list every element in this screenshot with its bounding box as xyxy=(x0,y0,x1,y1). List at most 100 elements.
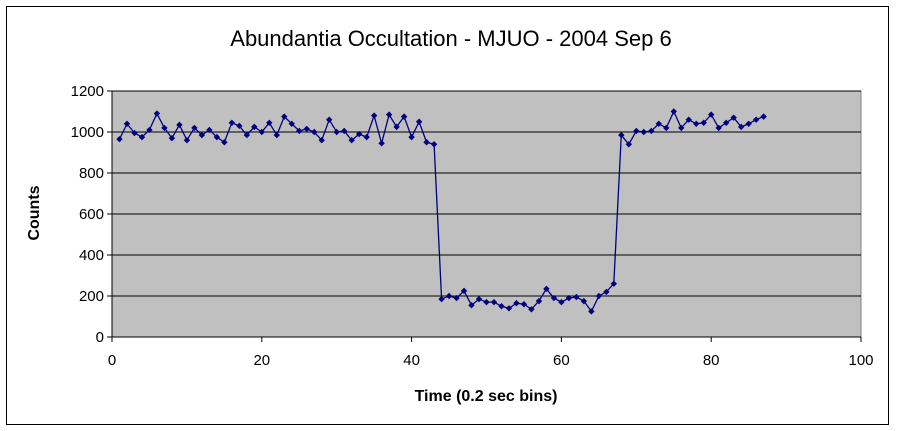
data-point xyxy=(558,298,565,306)
data-point xyxy=(281,113,288,120)
data-point xyxy=(221,139,228,146)
data-point xyxy=(520,301,528,308)
data-point xyxy=(588,308,595,315)
data-point xyxy=(580,297,588,305)
chart-title: Abundantia Occultation - MJUO - 2004 Sep… xyxy=(230,26,671,51)
data-point xyxy=(168,134,176,142)
data-point xyxy=(453,294,460,302)
data-point xyxy=(483,298,490,306)
data-point xyxy=(355,130,363,138)
data-point xyxy=(333,128,340,136)
data-point xyxy=(565,294,573,302)
data-point xyxy=(430,141,438,148)
x-tick-label: 80 xyxy=(703,352,720,369)
data-point xyxy=(408,133,415,141)
data-point xyxy=(648,127,655,135)
data-point xyxy=(161,124,168,132)
data-point xyxy=(385,111,393,118)
data-point xyxy=(116,135,123,143)
data-point xyxy=(663,124,670,132)
y-tick-label: 200 xyxy=(79,288,104,305)
data-point xyxy=(505,305,513,312)
data-point xyxy=(700,119,707,126)
x-tick-label: 100 xyxy=(848,352,873,369)
x-axis-title: Time (0.2 sec bins) xyxy=(415,388,558,405)
data-point xyxy=(191,124,198,132)
data-point xyxy=(468,302,475,309)
y-tick-label: 1000 xyxy=(71,124,104,141)
y-tick-label: 400 xyxy=(79,247,104,264)
data-point xyxy=(715,124,722,132)
data-point xyxy=(236,122,243,130)
data-point xyxy=(475,295,483,303)
data-point xyxy=(138,133,146,141)
data-point xyxy=(415,118,423,125)
data-point xyxy=(340,127,348,135)
data-point xyxy=(618,131,625,139)
y-tick-label: 0 xyxy=(96,329,104,346)
data-point xyxy=(745,120,752,127)
data-point xyxy=(528,306,535,313)
data-point xyxy=(573,293,580,301)
data-point xyxy=(400,113,408,120)
data-point xyxy=(266,119,273,126)
data-point xyxy=(535,297,543,305)
data-point xyxy=(543,285,550,293)
y-tick-label: 600 xyxy=(79,206,104,223)
data-point xyxy=(370,112,378,119)
data-point xyxy=(737,123,745,131)
y-tick-label: 1200 xyxy=(71,83,104,100)
data-point xyxy=(326,116,333,123)
y-tick-label: 800 xyxy=(79,165,104,182)
data-point xyxy=(153,110,161,117)
data-point xyxy=(550,294,558,302)
data-point xyxy=(498,303,505,310)
data-point xyxy=(176,121,183,129)
x-tick-label: 0 xyxy=(108,352,116,369)
data-point xyxy=(348,137,355,144)
plot-area: 0 200 400 600 800 1000 1200 0 20 40 60 80 100 xyxy=(71,83,874,369)
data-point xyxy=(258,128,265,136)
data-point xyxy=(213,133,221,141)
data-point xyxy=(693,120,700,127)
x-tick-label: 20 xyxy=(253,352,270,369)
data-point xyxy=(206,126,213,134)
data-point xyxy=(228,119,236,126)
x-tick-label: 60 xyxy=(553,352,570,369)
data-point xyxy=(318,137,325,144)
data-point xyxy=(633,127,640,135)
data-point xyxy=(243,131,251,139)
data-point xyxy=(678,124,685,132)
data-point xyxy=(438,295,445,303)
data-point xyxy=(708,111,715,118)
data-point xyxy=(685,116,692,123)
data-point xyxy=(730,114,737,121)
data-point xyxy=(273,131,280,139)
data-point xyxy=(603,288,610,296)
data-point xyxy=(146,126,153,134)
data-point xyxy=(640,128,647,136)
data-point xyxy=(513,299,520,307)
x-tick-label: 40 xyxy=(403,352,420,369)
data-point xyxy=(288,120,295,127)
data-point xyxy=(311,128,318,136)
data-point xyxy=(183,137,191,144)
data-point xyxy=(303,125,310,133)
data-point xyxy=(445,292,453,300)
data-point xyxy=(625,141,633,148)
data-point xyxy=(595,292,603,300)
y-axis-title: Counts xyxy=(26,185,43,240)
data-point xyxy=(198,131,206,139)
data-point xyxy=(752,116,760,123)
data-point xyxy=(363,133,370,141)
data-point xyxy=(610,280,618,287)
data-point xyxy=(655,120,662,127)
data-point xyxy=(251,123,258,131)
data-point xyxy=(296,127,303,135)
data-point xyxy=(393,123,400,131)
data-point xyxy=(670,108,677,115)
data-point xyxy=(123,120,131,127)
data-point xyxy=(423,139,430,146)
data-point xyxy=(490,298,498,306)
